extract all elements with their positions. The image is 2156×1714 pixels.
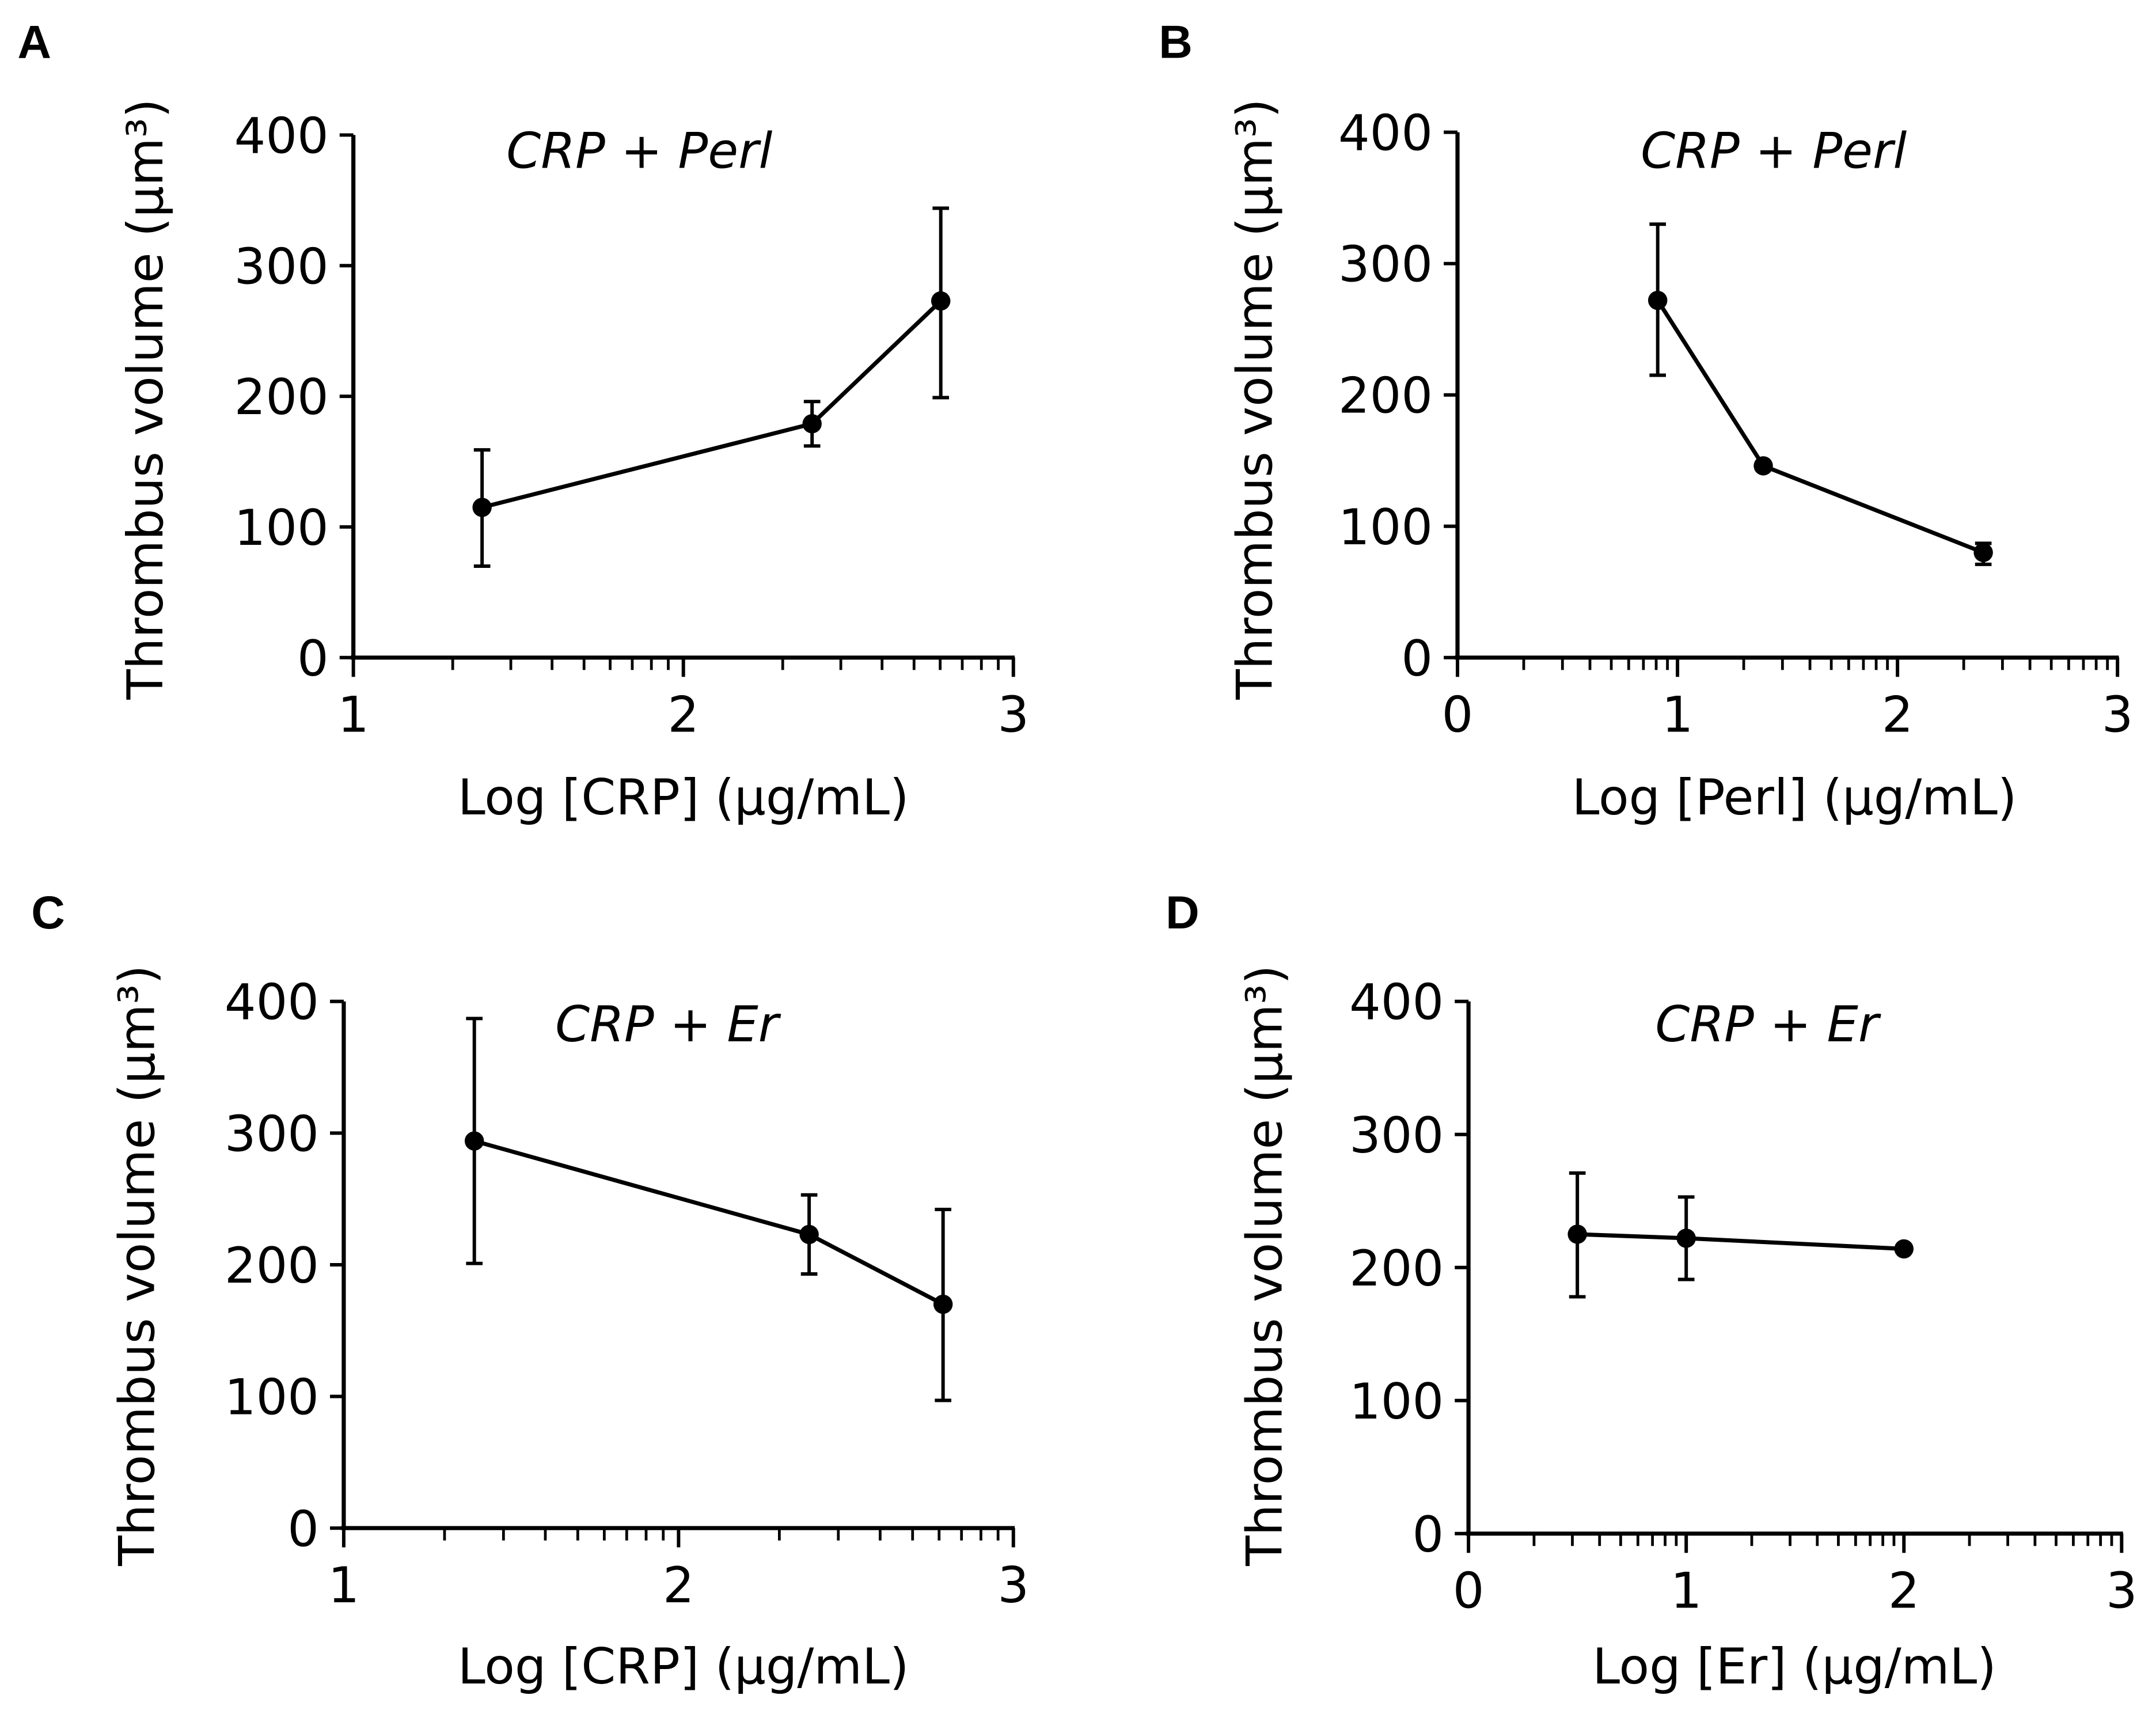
chart-title: CRP + Er [1655, 996, 1881, 1053]
chart-title: CRP + Perl [1641, 123, 1907, 180]
chart-title: CRP + Er [555, 996, 781, 1053]
y-tick-label: 0 [1412, 1506, 1444, 1564]
y-tick-label: 200 [225, 1237, 319, 1295]
x-axis-label: Log [Er] (µg/mL) [1592, 1638, 1996, 1696]
x-tick-label: 2 [1882, 687, 1914, 744]
x-tick-label: 2 [1888, 1563, 1920, 1620]
x-tick-label: 3 [997, 687, 1029, 744]
panel-letter: C [31, 887, 65, 939]
y-axis-label: Thrombus volume (µm³) [1227, 98, 1284, 700]
panel-a: 0 100 200 300 400 1 2 3 CRP + Perl Log [CRP] (µg/… [17, 17, 1029, 826]
y-tick-label: 200 [1338, 367, 1433, 425]
series-line [1577, 1232, 1904, 1251]
panel-c: 0 100 200 300 400 1 2 3 CRP + Er Log [CRP] (µg/mL… [31, 887, 1029, 1696]
panel-letter: B [1159, 17, 1193, 69]
chart-title: CRP + Perl [506, 123, 772, 180]
data-point [464, 1131, 484, 1151]
x-axis-label: Log [CRP] (µg/mL) [458, 769, 909, 826]
x-tick-label: 1 [337, 687, 369, 744]
data-point [1676, 1228, 1696, 1248]
x-tick-label: 3 [2102, 687, 2134, 744]
y-tick-label: 100 [234, 499, 329, 557]
x-tick-label: 0 [1453, 1563, 1485, 1620]
y-tick-label: 0 [297, 630, 329, 688]
series-line [473, 1139, 944, 1306]
data-point [933, 1294, 953, 1314]
data-point [1753, 456, 1773, 476]
x-tick-label: 1 [1671, 1563, 1702, 1620]
y-tick-label: 300 [234, 238, 329, 295]
panel-letter: D [1166, 887, 1200, 939]
y-tick-label: 400 [1349, 974, 1444, 1032]
data-point [472, 498, 492, 517]
y-tick-label: 400 [234, 107, 329, 165]
y-tick-label: 400 [1338, 105, 1433, 162]
data-point [931, 291, 951, 311]
panel-b: 0 100 200 300 400 0 1 2 3 CRP + Perl Log [Perl] (µ… [1159, 17, 2133, 826]
y-tick-label: 100 [225, 1369, 319, 1427]
y-tick-label: 300 [225, 1105, 319, 1163]
series-line [1656, 299, 1984, 555]
x-tick-label: 1 [328, 1557, 360, 1614]
y-axis-label: Thrombus volume (µm³) [117, 98, 174, 700]
y-tick-label: 100 [1338, 499, 1433, 556]
panel-d: 0 100 200 300 400 0 1 2 3 CRP + Er Log [Er] (µg/mL… [1166, 887, 2137, 1696]
y-tick-label: 0 [287, 1500, 319, 1558]
data-point [1894, 1239, 1914, 1259]
x-axis-label: Log [Perl] (µg/mL) [1572, 769, 2017, 826]
y-axis-label: Thrombus volume (µm³) [108, 965, 166, 1566]
data-point [1648, 290, 1668, 310]
x-tick-label: 1 [1662, 687, 1694, 744]
x-axis-label: Log [CRP] (µg/mL) [458, 1638, 909, 1696]
data-point [1567, 1224, 1587, 1244]
y-tick-label: 300 [1349, 1107, 1444, 1165]
y-tick-label: 0 [1401, 630, 1433, 688]
data-point [799, 1224, 819, 1245]
y-tick-label: 200 [234, 369, 329, 426]
x-tick-label: 3 [997, 1557, 1029, 1614]
y-tick-label: 100 [1349, 1373, 1444, 1431]
x-tick-label: 2 [663, 1557, 694, 1614]
data-point [802, 414, 822, 434]
x-tick-label: 0 [1442, 687, 1474, 744]
series-line [481, 299, 943, 510]
y-axis-label: Thrombus volume (µm³) [1236, 965, 1293, 1566]
data-point [1973, 543, 1993, 563]
y-tick-label: 300 [1338, 236, 1433, 294]
x-tick-label: 3 [2106, 1563, 2138, 1620]
y-tick-label: 200 [1349, 1240, 1444, 1298]
x-tick-label: 2 [667, 687, 699, 744]
y-tick-label: 400 [225, 974, 319, 1032]
panel-letter: A [17, 17, 51, 69]
